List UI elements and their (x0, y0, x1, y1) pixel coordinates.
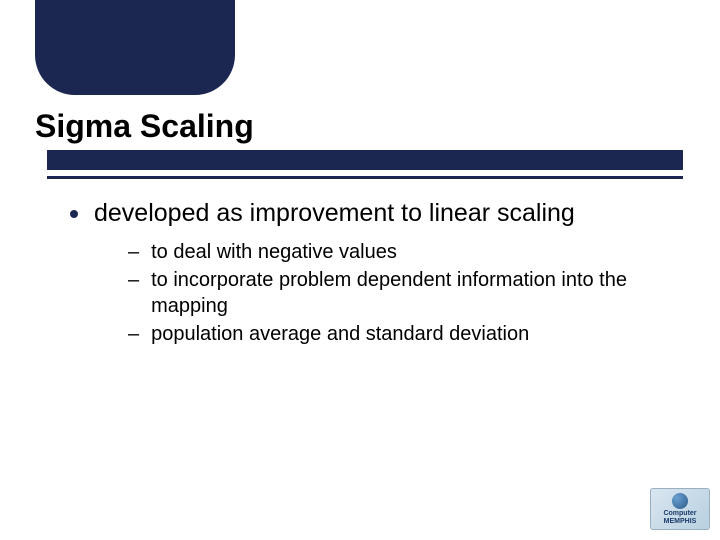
bullet-level1: developed as improvement to linear scali… (70, 198, 680, 229)
sub-bullet: – to incorporate problem dependent infor… (128, 267, 680, 319)
content-area: developed as improvement to linear scali… (70, 198, 680, 349)
title-underline-thick (47, 150, 683, 170)
sub-bullet-text: to incorporate problem dependent informa… (151, 267, 651, 319)
globe-icon (672, 493, 688, 509)
sub-bullet-text: to deal with negative values (151, 239, 397, 265)
sub-bullet: – population average and standard deviat… (128, 321, 680, 347)
slide-title: Sigma Scaling (35, 108, 254, 145)
title-underline-thin (47, 176, 683, 179)
sub-bullet: – to deal with negative values (128, 239, 680, 265)
dash-icon: – (128, 267, 139, 293)
dash-icon: – (128, 239, 139, 265)
slide: Sigma Scaling developed as improvement t… (0, 0, 720, 540)
bullet-level1-text: developed as improvement to linear scali… (94, 198, 575, 229)
sub-bullet-text: population average and standard deviatio… (151, 321, 529, 347)
bullet-dot-icon (70, 210, 78, 218)
logo-line: Computer (663, 510, 696, 518)
logo-line: MEMPHIS (664, 518, 697, 526)
dash-icon: – (128, 321, 139, 347)
corner-tab (35, 0, 235, 95)
department-logo: Computer MEMPHIS (650, 488, 710, 530)
sub-bullets: – to deal with negative values – to inco… (128, 239, 680, 347)
